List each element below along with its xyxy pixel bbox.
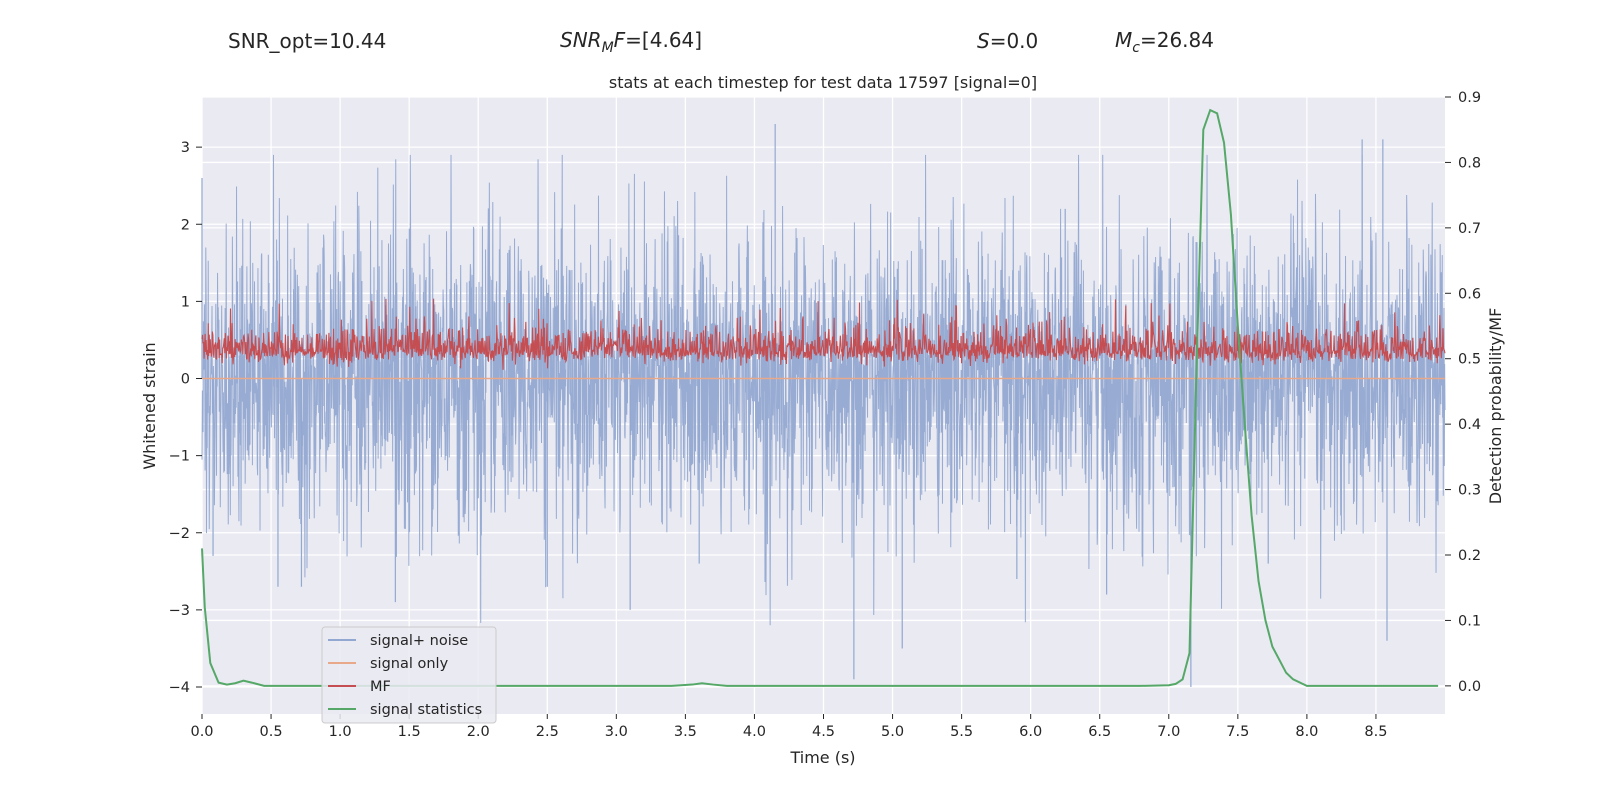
y-tick-label: −1: [169, 449, 190, 465]
signal-statistics-line: [201, 108, 1439, 687]
y-tick-label: 0: [181, 372, 190, 388]
grid: [201, 96, 1445, 714]
x-tick-label: 1.5: [398, 724, 421, 740]
x-tick-label: 4.0: [743, 724, 766, 740]
snr-mf-label: SNRMF=[4.64]: [560, 28, 702, 56]
y-tick-label: −2: [169, 526, 190, 542]
s-label: S=0.0: [977, 29, 1038, 53]
legend-box: [321, 626, 497, 724]
axis-ticks: 0.0 0.5 1.0 1.5 2.0 2.5 3.0 3.5 4.0 4.5 5.0 5.5 6.0 6…: [169, 90, 1481, 740]
noise-line: [201, 154, 1446, 626]
chart-title: stats at each timestep for test data 175…: [609, 73, 1037, 92]
x-tick-label: 8.0: [1295, 724, 1318, 740]
y-tick-label: −3: [169, 603, 190, 619]
x-axis-label: Time (s): [789, 748, 855, 767]
mf-line: [201, 298, 1446, 370]
legend-label-signal: signal only: [370, 656, 449, 672]
mf-series: [201, 298, 1446, 370]
x-tick-label: 6.0: [1019, 724, 1042, 740]
x-tick-label: 1.0: [329, 724, 352, 740]
y-tick-label: 1: [181, 294, 190, 310]
y-right-tick-label: 0.4: [1458, 417, 1481, 433]
y-right-axis-label: Detection probability/MF: [1486, 308, 1505, 505]
legend: signal+ noise signal only MF signal stat…: [321, 626, 497, 724]
y-right-tick-label: 0.0: [1458, 679, 1481, 695]
x-tick-label: 8.5: [1364, 724, 1387, 740]
x-tick-label: 3.0: [605, 724, 628, 740]
x-tick-label: 2.5: [536, 724, 559, 740]
y-tick-label: 3: [181, 140, 190, 156]
legend-label-mf: MF: [370, 679, 391, 695]
mc-label: Mc=26.84: [1115, 28, 1214, 56]
y-right-tick-label: 0.7: [1458, 221, 1481, 237]
y-right-tick-label: 0.6: [1458, 286, 1481, 302]
x-tick-label: 7.0: [1157, 724, 1180, 740]
x-tick-label: 2.0: [467, 724, 490, 740]
y-right-tick-label: 0.8: [1458, 155, 1481, 171]
x-tick-label: 5.5: [950, 724, 973, 740]
y-right-tick-label: 0.2: [1458, 548, 1481, 564]
y-right-tick-label: 0.5: [1458, 352, 1481, 368]
x-tick-label: 6.5: [1088, 724, 1111, 740]
y-tick-label: −4: [169, 680, 190, 696]
x-tick-label: 5.0: [881, 724, 904, 740]
x-tick-label: 4.5: [812, 724, 835, 740]
y-right-tick-label: 0.9: [1458, 90, 1481, 106]
snr-opt-label: SNR_opt=10.44: [228, 29, 386, 53]
y-right-tick-label: 0.3: [1458, 483, 1481, 499]
noise-series: [201, 123, 1446, 688]
x-tick-label: 0.5: [260, 724, 283, 740]
legend-label-stat: signal statistics: [370, 702, 482, 718]
legend-label-noise: signal+ noise: [370, 633, 468, 649]
y-axis-label: Whitened strain: [140, 342, 159, 469]
x-tick-label: 3.5: [674, 724, 697, 740]
x-tick-label: 7.5: [1226, 724, 1249, 740]
y-tick-label: 2: [181, 217, 190, 233]
x-tick-label: 0.0: [190, 724, 213, 740]
y-right-tick-label: 0.1: [1458, 613, 1481, 629]
signal-statistics-series: [201, 108, 1439, 687]
